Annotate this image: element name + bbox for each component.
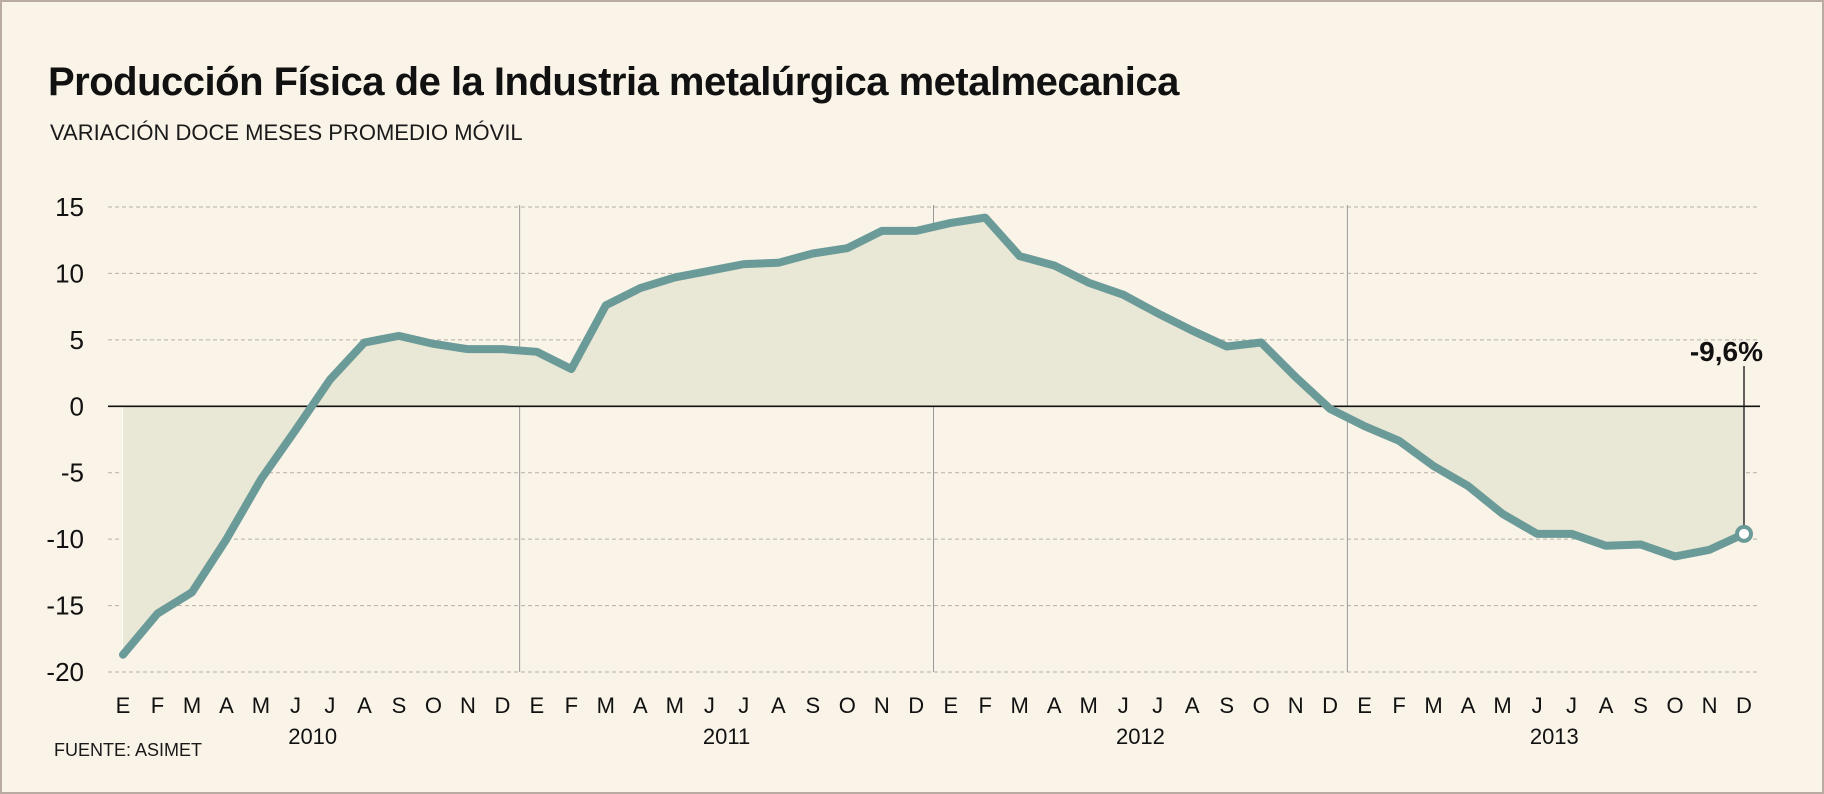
year-label: 2012 (1116, 724, 1165, 749)
x-tick-label: D (908, 693, 924, 718)
x-tick-label: S (1219, 693, 1234, 718)
x-tick-label: A (1047, 693, 1062, 718)
y-tick-label: 10 (55, 258, 84, 288)
x-tick-label: M (1424, 693, 1442, 718)
x-tick-label: O (425, 693, 442, 718)
y-tick-label: -15 (46, 591, 84, 621)
x-tick-label: O (1666, 693, 1683, 718)
y-tick-label: -20 (46, 657, 84, 687)
x-tick-label: E (1357, 693, 1372, 718)
y-axis-ticks: 15 10 5 0 -5 -10 -15 -20 (46, 192, 84, 687)
x-tick-label: D (494, 693, 510, 718)
annotations: -9,6% (1690, 336, 1763, 543)
x-tick-label: J (1118, 693, 1129, 718)
source-note: FUENTE: ASIMET (54, 740, 203, 760)
x-tick-label: F (1392, 693, 1405, 718)
x-tick-label: J (1532, 693, 1543, 718)
x-tick-label: A (219, 693, 234, 718)
year-label: 2013 (1530, 724, 1579, 749)
y-tick-label: 5 (70, 325, 84, 355)
chart-title: Producción Física de la Industria metalú… (48, 60, 1179, 104)
x-tick-label: M (183, 693, 201, 718)
x-tick-label: M (1011, 693, 1029, 718)
x-tick-label: M (252, 693, 270, 718)
x-tick-label: D (1736, 693, 1752, 718)
y-tick-label: -10 (46, 524, 84, 554)
x-tick-label: E (116, 693, 131, 718)
x-tick-label: A (771, 693, 786, 718)
x-tick-label: A (1185, 693, 1200, 718)
x-tick-label: F (565, 693, 578, 718)
x-tick-label: S (1633, 693, 1648, 718)
x-tick-label: J (1566, 693, 1577, 718)
x-tick-label: E (943, 693, 958, 718)
x-tick-label: J (290, 693, 301, 718)
x-tick-label: A (357, 693, 372, 718)
x-tick-label: F (979, 693, 992, 718)
annotation-label: -9,6% (1690, 336, 1763, 367)
y-tick-label: -5 (61, 458, 84, 488)
x-tick-label: E (530, 693, 545, 718)
x-tick-label: J (324, 693, 335, 718)
chart-subtitle: VARIACIÓN DOCE MESES PROMEDIO MÓVIL (50, 120, 523, 145)
x-tick-label: F (151, 693, 164, 718)
x-tick-label: J (1152, 693, 1163, 718)
x-tick-label: M (666, 693, 684, 718)
x-tick-label: O (1253, 693, 1270, 718)
year-label: 2011 (703, 724, 750, 749)
x-tick-label: J (738, 693, 749, 718)
year-label: 2010 (288, 724, 337, 749)
x-tick-label: N (1702, 693, 1718, 718)
series-line (119, 213, 1748, 659)
x-tick-label: N (460, 693, 476, 718)
y-tick-label: 15 (55, 192, 84, 222)
x-tick-label: M (597, 693, 615, 718)
x-axis-year-labels: 2010 2011 2012 2013 (288, 724, 1579, 749)
x-tick-label: A (633, 693, 648, 718)
x-tick-label: S (805, 693, 820, 718)
y-tick-label: 0 (70, 391, 84, 421)
x-tick-label: M (1080, 693, 1098, 718)
x-tick-label: O (839, 693, 856, 718)
x-tick-label: S (392, 693, 407, 718)
x-tick-label: D (1322, 693, 1338, 718)
area-fill (123, 217, 1744, 655)
x-tick-label: J (704, 693, 715, 718)
annotation-marker (1735, 524, 1753, 543)
x-tick-label: A (1461, 693, 1476, 718)
x-tick-label: M (1493, 693, 1511, 718)
x-tick-label: N (1288, 693, 1304, 718)
x-tick-label: A (1599, 693, 1614, 718)
x-tick-label: N (874, 693, 890, 718)
